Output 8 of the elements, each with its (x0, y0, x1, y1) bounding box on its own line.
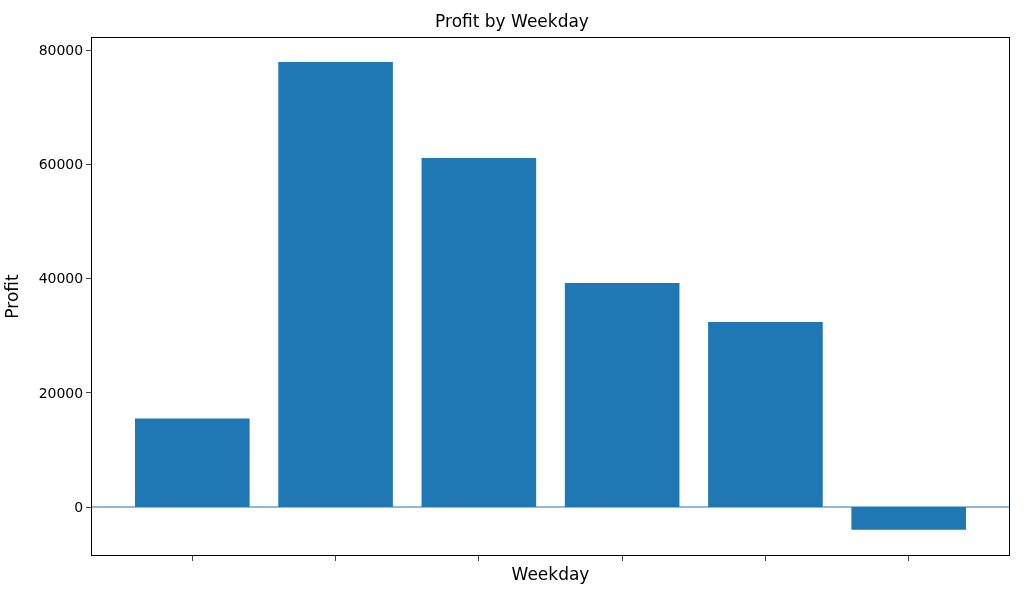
y-axis-title: Profit (2, 273, 23, 319)
y-tick-label: 60000 (38, 156, 84, 173)
x-axis-title: Weekday (511, 564, 590, 585)
y-tick-label: 40000 (38, 270, 84, 287)
y-tick-label: 80000 (38, 41, 84, 58)
y-tick-label: 20000 (38, 384, 84, 401)
y-tick-label: 0 (74, 498, 84, 515)
chart-title: Profit by Weekday (435, 11, 589, 32)
